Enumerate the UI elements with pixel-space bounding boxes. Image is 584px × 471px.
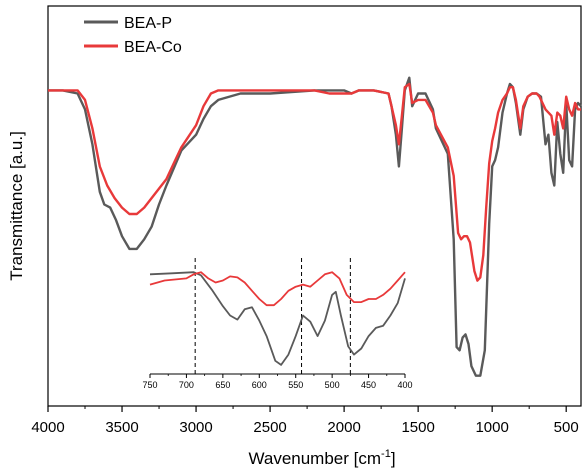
series-line-bea-co bbox=[48, 82, 581, 282]
plot-frame bbox=[47, 5, 582, 407]
inset-x-tick-label-500: 500 bbox=[325, 380, 340, 390]
inset-x-tick-label-700: 700 bbox=[179, 380, 194, 390]
inset-series-line-bea-co bbox=[149, 271, 406, 307]
x-axis-title-main: Wavenumber [cm bbox=[248, 449, 381, 468]
legend-label-bea-co: BEA-Co bbox=[124, 39, 182, 56]
inset-x-tick-label-650: 650 bbox=[215, 380, 230, 390]
x-tick-label-4000: 4000 bbox=[31, 419, 64, 436]
x-tick-label-3500: 3500 bbox=[105, 419, 138, 436]
legend-label-bea-p: BEA-P bbox=[124, 15, 172, 32]
inset-chart: 750 700 650 600 550 500 450 400 bbox=[142, 258, 413, 390]
inset-x-axis: 750 700 650 600 550 500 450 400 bbox=[142, 374, 413, 390]
inset-x-tick-label-550: 550 bbox=[288, 380, 303, 390]
x-axis-title-superscript: -1 bbox=[381, 448, 391, 460]
inset-series-line-bea-p bbox=[149, 271, 406, 366]
inset-series-group bbox=[149, 271, 406, 366]
x-tick-label-2500: 2500 bbox=[253, 419, 286, 436]
x-tick-label-2000: 2000 bbox=[327, 419, 360, 436]
inset-reference-lines bbox=[194, 258, 351, 374]
x-tick-label-3000: 3000 bbox=[179, 419, 212, 436]
inset-x-tick-label-450: 450 bbox=[361, 380, 376, 390]
legend: BEA-P BEA-Co bbox=[84, 15, 182, 56]
x-tick-label-1500: 1500 bbox=[401, 419, 434, 436]
inset-x-tick-label-400: 400 bbox=[397, 380, 412, 390]
inset-x-tick-label-600: 600 bbox=[252, 380, 267, 390]
inset-x-tick-label-750: 750 bbox=[142, 380, 157, 390]
x-tick-label-500: 500 bbox=[554, 419, 579, 436]
main-x-axis: 4000 3500 3000 2500 2000 1500 1000 500 bbox=[31, 406, 579, 436]
y-axis-title: Transmittance [a.u.] bbox=[7, 131, 26, 281]
x-axis-title-suffix: ] bbox=[391, 449, 396, 468]
main-series-group bbox=[48, 76, 582, 377]
x-axis-title: Wavenumber [cm-1] bbox=[248, 448, 395, 468]
x-tick-label-1000: 1000 bbox=[475, 419, 508, 436]
